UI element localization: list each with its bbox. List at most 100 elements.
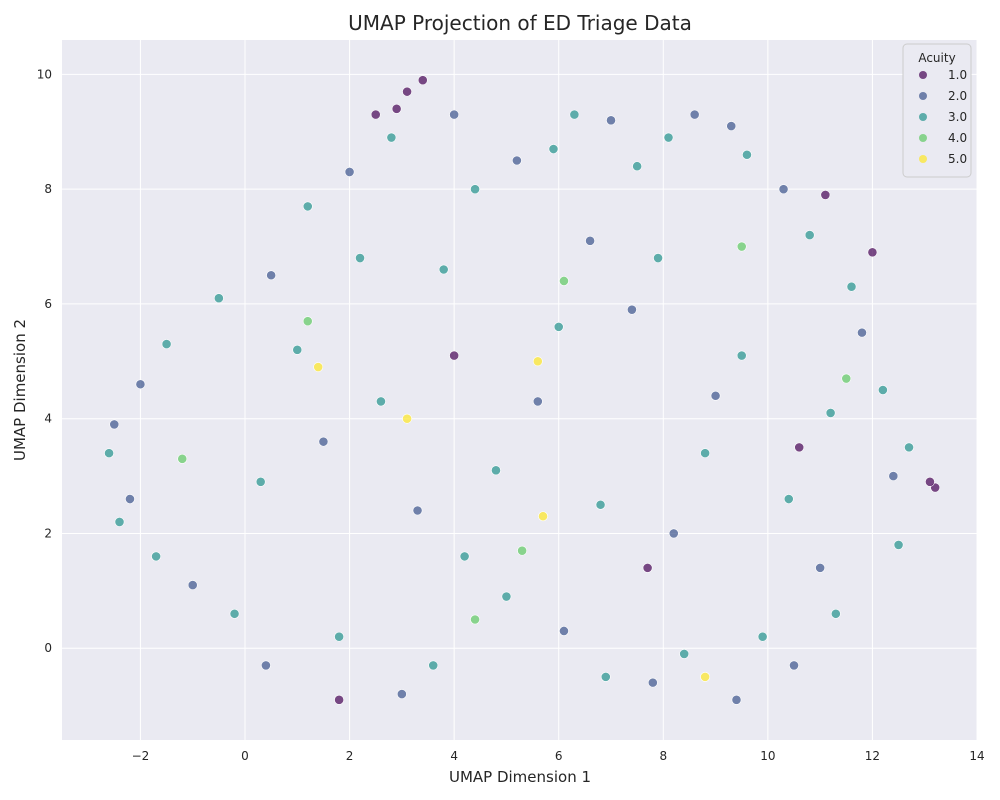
data-point [213, 293, 224, 304]
legend-title: Acuity [918, 51, 955, 65]
data-point [569, 109, 580, 120]
data-point [402, 86, 412, 97]
data-point [292, 344, 303, 355]
data-point [376, 396, 386, 407]
data-point [559, 276, 569, 286]
data-point [642, 562, 653, 573]
data-point [135, 379, 146, 390]
data-point [877, 385, 888, 395]
x-tick-label: −2 [132, 749, 150, 763]
data-point [177, 453, 188, 464]
x-tick-label: 6 [555, 749, 563, 763]
y-tick-label: 8 [44, 182, 52, 196]
data-point [302, 316, 313, 327]
data-point [679, 649, 690, 659]
data-point [731, 694, 742, 705]
data-point [266, 270, 277, 281]
x-tick-label: 12 [865, 749, 880, 763]
data-point [757, 631, 768, 642]
data-point [689, 109, 700, 120]
data-point [893, 540, 904, 550]
legend: Acuity 1.0 2.0 3.0 4.0 5.0 [902, 43, 972, 178]
data-point [700, 448, 711, 459]
data-point [161, 339, 172, 349]
data-point [841, 373, 852, 384]
legend-marker-5-0 [919, 155, 927, 163]
x-tick-labels: −2 0 2 4 6 8 10 12 14 [132, 749, 985, 763]
data-point [370, 109, 381, 120]
data-point [151, 551, 162, 562]
data-point [700, 671, 711, 682]
legend-marker-2-0 [919, 92, 927, 100]
chart-title: UMAP Projection of ED Triage Data [348, 11, 692, 35]
data-point [888, 471, 899, 481]
data-point [334, 631, 345, 642]
data-point [783, 494, 794, 504]
y-tick-label: 2 [44, 526, 52, 540]
legend-marker-4-0 [919, 134, 927, 142]
data-point [412, 505, 423, 516]
data-point [857, 327, 867, 338]
data-point [736, 350, 747, 361]
data-point [491, 465, 501, 476]
data-point [532, 356, 543, 367]
data-point [606, 115, 616, 126]
data-point [789, 660, 799, 671]
data-point [538, 511, 548, 522]
data-point [532, 396, 543, 407]
legend-items: 1.0 2.0 3.0 4.0 5.0 [919, 68, 967, 166]
x-tick-label: 4 [450, 749, 458, 763]
data-point [559, 626, 569, 636]
data-point [313, 362, 324, 372]
data-point [355, 253, 365, 263]
data-point [402, 413, 412, 424]
data-point [726, 121, 737, 131]
data-point [125, 494, 135, 504]
data-point [428, 660, 439, 671]
data-point [459, 551, 470, 562]
data-point [261, 660, 271, 671]
data-point [548, 144, 559, 154]
plot-area [62, 40, 977, 740]
x-axis-label: UMAP Dimension 1 [449, 768, 591, 786]
data-point [830, 608, 841, 619]
data-point [867, 247, 878, 258]
y-tick-label: 0 [44, 641, 52, 655]
legend-label: 5.0 [948, 152, 967, 166]
x-tick-label: 2 [346, 749, 354, 763]
y-tick-label: 4 [44, 412, 52, 426]
legend-label: 1.0 [948, 68, 967, 82]
data-point [820, 190, 831, 200]
data-point [632, 161, 643, 172]
legend-label: 2.0 [948, 89, 967, 103]
legend-marker-1-0 [919, 71, 927, 79]
data-point [846, 281, 857, 292]
legend-label: 3.0 [948, 110, 967, 124]
gridlines [62, 40, 978, 740]
data-point [104, 448, 114, 459]
y-tick-labels: 0 2 4 6 8 10 [37, 67, 52, 655]
data-point [804, 230, 815, 240]
legend-label: 4.0 [948, 131, 967, 145]
data-point [653, 253, 663, 263]
data-point [391, 103, 402, 114]
y-tick-label: 6 [44, 297, 52, 311]
x-tick-label: 10 [760, 749, 775, 763]
data-point [627, 304, 637, 315]
x-tick-label: 0 [241, 749, 249, 763]
data-point [517, 545, 528, 556]
data-point [449, 350, 460, 361]
data-point [229, 608, 240, 619]
data-point [318, 436, 329, 447]
data-point [647, 677, 658, 688]
data-point [710, 390, 721, 401]
data-point [595, 499, 606, 510]
data-point [449, 109, 460, 120]
data-points [104, 75, 941, 705]
data-point [255, 476, 266, 487]
data-point [778, 184, 789, 195]
data-point [815, 562, 826, 573]
data-point [825, 408, 836, 418]
data-point [470, 614, 480, 625]
data-point [501, 591, 512, 602]
